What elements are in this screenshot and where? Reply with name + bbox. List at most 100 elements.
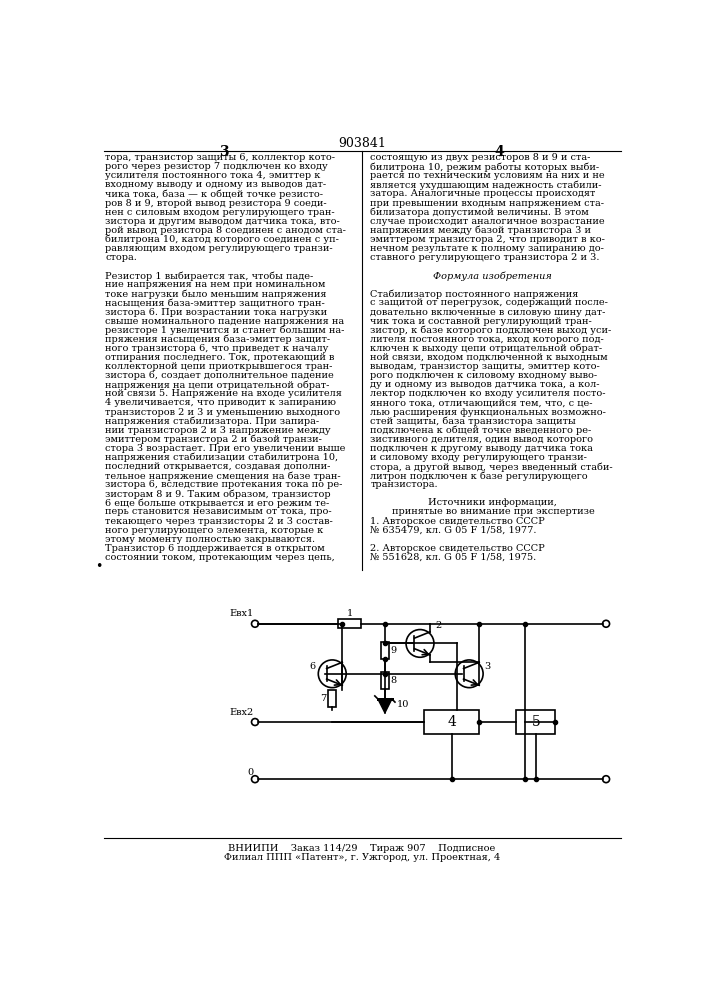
Text: зисторам 8 и 9. Таким образом, транзистор: зисторам 8 и 9. Таким образом, транзисто… [105, 489, 331, 499]
Text: рого через резистор 7 подключен ко входу: рого через резистор 7 подключен ко входу [105, 162, 328, 171]
Text: Стабилизатор постоянного напряжения: Стабилизатор постоянного напряжения [370, 289, 579, 299]
Bar [338, 619, 361, 628]
Text: Eвх1: Eвх1 [229, 609, 253, 618]
Text: Транзистор 6 поддерживается в открытом: Транзистор 6 поддерживается в открытом [105, 544, 325, 553]
Text: стора.: стора. [105, 253, 137, 262]
Text: 7: 7 [320, 694, 327, 703]
Text: выводам, транзистор защиты, эмиттер кото-: выводам, транзистор защиты, эмиттер кото… [370, 362, 600, 371]
Text: ров 8 и 9, второй вывод резистора 9 соеди-: ров 8 и 9, второй вывод резистора 9 соед… [105, 199, 327, 208]
Text: свыше номинального падение напряжения на: свыше номинального падение напряжения на [105, 317, 344, 326]
Text: ВНИИПИ    Заказ 114/29    Тираж 907    Подписное: ВНИИПИ Заказ 114/29 Тираж 907 Подписное [228, 844, 496, 853]
Text: 10: 10 [397, 700, 409, 709]
Text: зистивного делителя, один вывод которого: зистивного делителя, один вывод которого [370, 435, 593, 444]
Bar [424, 710, 479, 734]
Text: 2. Авторское свидетельство СССР: 2. Авторское свидетельство СССР [370, 544, 545, 553]
Text: ние напряжения на нем при номинальном: ние напряжения на нем при номинальном [105, 280, 326, 289]
Text: чика тока, база — к общей точке резисто-: чика тока, база — к общей точке резисто- [105, 189, 323, 199]
Text: зистора 6, вследствие протекания тока по ре-: зистора 6, вследствие протекания тока по… [105, 480, 343, 489]
Text: зистор, к базе которого подключен выход уси-: зистор, к базе которого подключен выход … [370, 326, 612, 335]
Text: подключена к общей точке введенного ре-: подключена к общей точке введенного ре- [370, 426, 592, 435]
Text: эмиттером транзистора 2, что приводит в ко-: эмиттером транзистора 2, что приводит в … [370, 235, 605, 244]
Text: транзисторов 2 и 3 и уменьшению выходного: транзисторов 2 и 3 и уменьшению выходног… [105, 408, 341, 417]
Text: при превышении входным напряжением ста-: при превышении входным напряжением ста- [370, 199, 604, 208]
Text: рается по техническим условиям на них и не: рается по техническим условиям на них и … [370, 171, 605, 180]
Text: рого подключен к силовому входному выво-: рого подключен к силовому входному выво- [370, 371, 597, 380]
Text: лектор подключен ко входу усилителя посто-: лектор подключен ко входу усилителя пост… [370, 389, 606, 398]
Text: является ухудшающим надежность стабили-: является ухудшающим надежность стабили- [370, 180, 602, 190]
Text: этому моменту полностью закрываются.: этому моменту полностью закрываются. [105, 535, 315, 544]
Text: 3: 3 [485, 662, 491, 671]
Text: затора. Аналогичные процессы происходят: затора. Аналогичные процессы происходят [370, 189, 596, 198]
Text: 903841: 903841 [338, 137, 386, 150]
Text: литрон подключен к базе регулирующего: литрон подключен к базе регулирующего [370, 471, 588, 481]
Text: 1. Авторское свидетельство СССР: 1. Авторское свидетельство СССР [370, 517, 545, 526]
Text: и силовому входу регулирующего транзи-: и силовому входу регулирующего транзи- [370, 453, 588, 462]
Bar [328, 690, 336, 707]
Text: подключен к другому выводу датчика тока: подключен к другому выводу датчика тока [370, 444, 593, 453]
Text: Резистор 1 выбирается так, чтобы паде-: Резистор 1 выбирается так, чтобы паде- [105, 271, 314, 281]
Text: ду и одному из выводов датчика тока, а кол-: ду и одному из выводов датчика тока, а к… [370, 380, 600, 389]
Text: отпирания последнего. Ток, протекающий в: отпирания последнего. Ток, протекающий в [105, 353, 335, 362]
Text: № 551628, кл. G 05 F 1/58, 1975.: № 551628, кл. G 05 F 1/58, 1975. [370, 553, 537, 562]
Text: состоянии током, протекающим через цепь,: состоянии током, протекающим через цепь, [105, 553, 335, 562]
Text: № 635479, кл. G 05 F 1/58, 1977.: № 635479, кл. G 05 F 1/58, 1977. [370, 526, 537, 535]
Polygon shape [378, 699, 392, 713]
Bar [381, 672, 389, 689]
Text: перь становится независимым от тока, про-: перь становится независимым от тока, про… [105, 507, 332, 516]
Text: 4 увеличивается, что приводит к запиранию: 4 увеличивается, что приводит к запирани… [105, 398, 337, 407]
Text: резисторе 1 увеличится и станет большим на-: резисторе 1 увеличится и станет большим … [105, 326, 345, 335]
Text: Формула изобретения: Формула изобретения [433, 271, 552, 281]
Text: последний открывается, создавая дополни-: последний открывается, создавая дополни- [105, 462, 331, 471]
Text: ставного регулирующего транзистора 2 и 3.: ставного регулирующего транзистора 2 и 3… [370, 253, 600, 262]
Text: 9: 9 [390, 646, 397, 655]
Text: янного тока, отличающийся тем, что, с це-: янного тока, отличающийся тем, что, с це… [370, 398, 593, 407]
Text: лителя постоянного тока, вход которого под-: лителя постоянного тока, вход которого п… [370, 335, 604, 344]
Text: зистора 6, создает дополнительное падение: зистора 6, создает дополнительное падени… [105, 371, 334, 380]
Bar [517, 710, 555, 734]
Text: чик тока и составной регулирующий тран-: чик тока и составной регулирующий тран- [370, 317, 592, 326]
Text: стора, а другой вывод, через введенный стаби-: стора, а другой вывод, через введенный с… [370, 462, 613, 472]
Text: нии транзисторов 2 и 3 напряжение между: нии транзисторов 2 и 3 напряжение между [105, 426, 331, 435]
Text: равляющим входом регулирующего транзи-: равляющим входом регулирующего транзи- [105, 244, 333, 253]
Text: 1: 1 [346, 609, 353, 618]
Text: случае происходит аналогичное возрастание: случае происходит аналогичное возрастани… [370, 217, 605, 226]
Text: лью расширения функциональных возможно-: лью расширения функциональных возможно- [370, 408, 607, 417]
Text: коллекторной цепи приоткрывшегося тран-: коллекторной цепи приоткрывшегося тран- [105, 362, 333, 371]
Text: 8: 8 [390, 676, 397, 685]
Text: принятые во внимание при экспертизе: принятые во внимание при экспертизе [392, 507, 595, 516]
Text: ключен к выходу цепи отрицательной обрат-: ключен к выходу цепи отрицательной обрат… [370, 344, 602, 353]
Text: 0: 0 [247, 768, 253, 777]
Text: нен с силовым входом регулирующего тран-: нен с силовым входом регулирующего тран- [105, 208, 335, 217]
Text: транзистора.: транзистора. [370, 480, 438, 489]
Text: 5: 5 [532, 715, 540, 729]
Text: ного регулирующего элемента, которые к: ного регулирующего элемента, которые к [105, 526, 324, 535]
Text: Источники информации,: Источники информации, [428, 498, 557, 507]
Text: напряжения стабилизации стабилитрона 10,: напряжения стабилизации стабилитрона 10, [105, 453, 339, 462]
Text: насыщения база-эмиттер защитного тран-: насыщения база-эмиттер защитного тран- [105, 298, 325, 308]
Text: стей защиты, база транзистора защиты: стей защиты, база транзистора защиты [370, 417, 576, 426]
Text: 4: 4 [494, 145, 504, 159]
Text: 6 еще больше открывается и его режим те-: 6 еще больше открывается и его режим те- [105, 498, 329, 508]
Text: напряжения на цепи отрицательной обрат-: напряжения на цепи отрицательной обрат- [105, 380, 329, 390]
Text: билитрона 10, режим работы которых выби-: билитрона 10, режим работы которых выби- [370, 162, 600, 172]
Text: стора 3 возрастает. При его увеличении выше: стора 3 возрастает. При его увеличении в… [105, 444, 346, 453]
Text: •: • [95, 560, 103, 573]
Text: эмиттером транзистора 2 и базой транзи-: эмиттером транзистора 2 и базой транзи- [105, 435, 322, 444]
Text: зистора и другим выводом датчика тока, вто-: зистора и другим выводом датчика тока, в… [105, 217, 340, 226]
Text: состоящую из двух резисторов 8 и 9 и ста-: состоящую из двух резисторов 8 и 9 и ста… [370, 153, 591, 162]
Text: ного транзистора 6, что приведет к началу: ного транзистора 6, что приведет к начал… [105, 344, 329, 353]
Text: 2: 2 [436, 621, 442, 630]
Text: пряжения насыщения база-эмиттер защит-: пряжения насыщения база-эмиттер защит- [105, 335, 331, 344]
Text: ной связи 5. Напряжение на входе усилителя: ной связи 5. Напряжение на входе усилите… [105, 389, 342, 398]
Text: усилителя постоянного тока 4, эмиттер к: усилителя постоянного тока 4, эмиттер к [105, 171, 321, 180]
Text: зистора 6. При возрастании тока нагрузки: зистора 6. При возрастании тока нагрузки [105, 308, 327, 317]
Text: с защитой от перегрузок, содержащий после-: с защитой от перегрузок, содержащий посл… [370, 298, 608, 307]
Text: билизатора допустимой величины. В этом: билизатора допустимой величины. В этом [370, 208, 589, 217]
Text: текающего через транзисторы 2 и 3 состав-: текающего через транзисторы 2 и 3 состав… [105, 517, 333, 526]
Text: билитрона 10, катод которого соединен с уп-: билитрона 10, катод которого соединен с … [105, 235, 339, 244]
Text: Филиал ППП «Патент», г. Ужгород, ул. Проектная, 4: Филиал ППП «Патент», г. Ужгород, ул. Про… [224, 853, 500, 862]
Text: тора, транзистор защиты 6, коллектор кото-: тора, транзистор защиты 6, коллектор кот… [105, 153, 335, 162]
Text: входному выводу и одному из выводов дат-: входному выводу и одному из выводов дат- [105, 180, 327, 189]
Text: тельное напряжение смещения на базе тран-: тельное напряжение смещения на базе тран… [105, 471, 341, 481]
Text: ной связи, входом подключенной к выходным: ной связи, входом подключенной к выходны… [370, 353, 608, 362]
